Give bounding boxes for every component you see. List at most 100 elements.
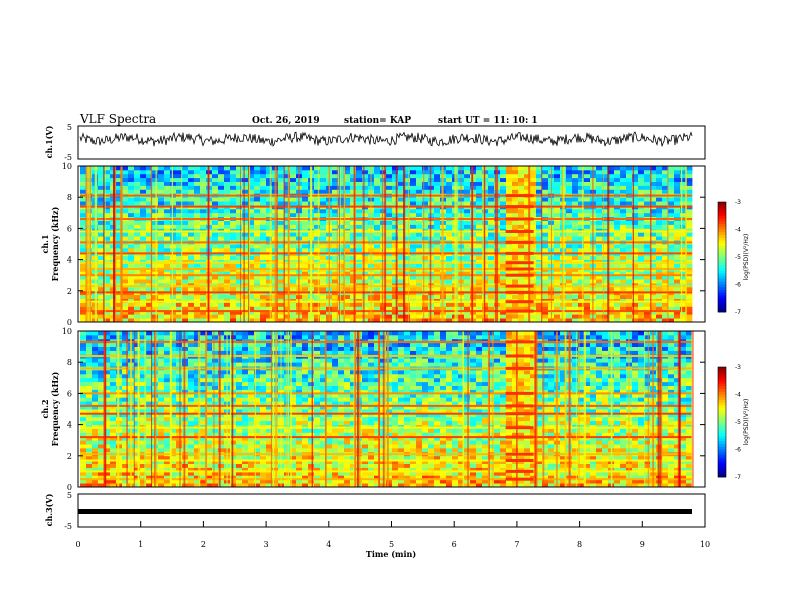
spectrogram-cell [164, 436, 171, 441]
spectrogram-cell [212, 310, 219, 315]
spectrogram-cell [218, 212, 225, 218]
spectrogram-cell [134, 220, 141, 225]
spectrogram-cell [242, 208, 249, 214]
spectrogram-cell [404, 177, 411, 182]
spectrogram-cell [530, 169, 537, 175]
spectrogram-cell [572, 201, 579, 206]
spectrogram-cell [536, 220, 543, 225]
spectrogram-cell [98, 436, 105, 441]
spectrogram-cell [194, 271, 201, 276]
spectrogram-cell [566, 263, 573, 268]
spectrogram-cell [104, 279, 111, 284]
spectrogram-cell [614, 166, 621, 171]
spectrogram-cell [122, 373, 129, 379]
spectrogram-cell [554, 306, 561, 311]
spectrogram-cell [650, 166, 657, 171]
spectrogram-cell [512, 275, 519, 280]
spectrogram-cell [254, 173, 261, 179]
spectrogram-cell [86, 370, 93, 375]
spectrogram-cell [92, 471, 99, 476]
spectrogram-cell [572, 294, 579, 299]
spectrogram-cell [344, 177, 351, 182]
spectrogram-cell [500, 247, 507, 253]
spectrogram-cell [116, 236, 123, 241]
spectrogram-cell [680, 177, 687, 182]
spectrogram-cell [620, 201, 627, 206]
spectrogram-cell [380, 169, 387, 175]
sferic-streak [563, 166, 565, 322]
spectrogram-cell [170, 177, 177, 182]
spectrogram-cell [530, 294, 537, 299]
spectrogram-cell [650, 279, 657, 284]
spectrogram-cell [212, 212, 219, 218]
spectrogram-cell [614, 189, 621, 194]
spectrogram-cell [362, 177, 369, 182]
spectrogram-cell [374, 224, 381, 229]
spectrogram-cell [110, 432, 117, 437]
spectrogram-cell [338, 201, 345, 206]
colorbar-cell [718, 237, 726, 241]
spectrogram-cell [278, 263, 285, 268]
spectrogram-cell [164, 224, 171, 229]
spectrogram-cell [470, 244, 477, 249]
spectrogram-cell [434, 220, 441, 225]
spectrogram-cell [650, 197, 657, 202]
spectrogram-cell [188, 420, 195, 425]
spectrogram-cell [362, 247, 369, 253]
spectrogram-cell [98, 232, 105, 237]
spectrogram-cell [530, 244, 537, 249]
spectrogram-cell [512, 232, 519, 237]
spectrogram-cell [218, 208, 225, 214]
spectrogram-cell [278, 318, 285, 323]
spectrogram-cell [416, 306, 423, 311]
spectrogram-cell [188, 310, 195, 315]
spectrogram-cell [596, 263, 603, 268]
spectrogram-cell [620, 247, 627, 253]
spectrogram-cell [488, 236, 495, 241]
spectrogram-cell [176, 448, 183, 453]
spectrogram-cell [386, 314, 393, 319]
spectrogram-cell [680, 314, 687, 319]
spectrogram-cell [314, 244, 321, 249]
spectrogram-cell [638, 220, 645, 225]
spectrogram-cell [536, 314, 543, 319]
spectrogram-cell [596, 232, 603, 237]
spectrogram-cell [644, 314, 651, 319]
spectrogram-cell [536, 185, 543, 190]
spectrogram-cell [362, 302, 369, 307]
spectrogram-cell [122, 479, 129, 484]
spectrogram-cell [566, 201, 573, 206]
spectrogram-cell [488, 220, 495, 225]
spectrogram-cell [164, 370, 171, 375]
sferic-streak [150, 166, 153, 322]
sferic-streak [370, 166, 372, 322]
spectrogram-cell [140, 208, 147, 214]
spectrogram-cell [134, 440, 141, 445]
spectrogram-cell [146, 416, 153, 422]
spectrogram-cell [632, 294, 639, 299]
spectrogram-cell [92, 370, 99, 375]
spectrogram-cell [80, 318, 87, 323]
spectrogram-cell [224, 212, 231, 218]
spectrogram-cell [302, 275, 309, 280]
spectrogram-cell [602, 185, 609, 190]
spectrogram-cell [176, 334, 183, 340]
spectrogram-cell [464, 279, 471, 284]
spectrogram-cell [464, 286, 471, 292]
spectrogram-cell [464, 294, 471, 299]
spectrogram-cell [170, 483, 177, 488]
spectrogram-cell [122, 224, 129, 229]
spectrogram-cell [134, 479, 141, 484]
spectrogram-cell [266, 224, 273, 229]
spectrogram-cell [164, 420, 171, 425]
spectrogram-cell [554, 318, 561, 323]
spectrogram-cell [422, 247, 429, 253]
spectrogram-cell [374, 189, 381, 194]
spectrogram-cell [218, 263, 225, 268]
spectrogram-cell [302, 271, 309, 276]
spectrogram-cell [446, 232, 453, 237]
spectrogram-cell [380, 244, 387, 249]
spectrogram-cell [602, 318, 609, 323]
spectrogram-cell [110, 393, 117, 398]
sferic-streak [274, 166, 277, 322]
